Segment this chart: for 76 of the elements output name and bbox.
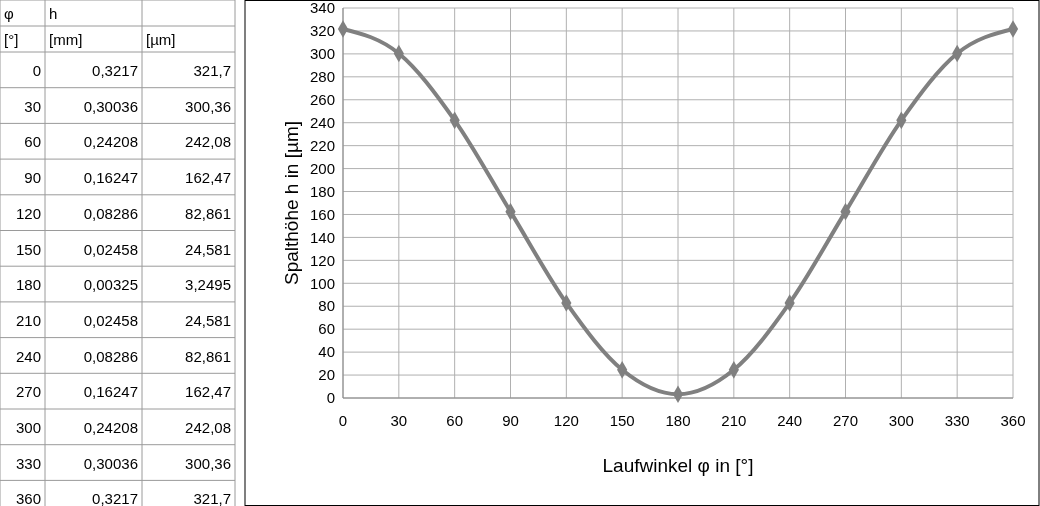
text: 0,24208 (83, 419, 138, 436)
text: 120 (15, 204, 41, 222)
y-tick-label: 20 (318, 366, 335, 384)
x-tick-label: 300 (888, 412, 914, 429)
text: 0,16247 (83, 383, 138, 401)
y-tick-label: 320 (309, 22, 335, 40)
text: 0,02458 (83, 311, 138, 329)
x-tick-label: 270 (832, 412, 859, 429)
x-tick-label: 180 (665, 412, 691, 429)
x-tick-label: 150 (609, 412, 635, 429)
y-tick-label: 300 (309, 45, 335, 63)
text: 242,08 (185, 419, 231, 436)
text: 240 (15, 347, 41, 365)
y-tick-label: 260 (309, 91, 335, 109)
y-tick-label: 0 (326, 389, 335, 407)
text: 90 (24, 169, 41, 187)
y-tick-label: 120 (309, 251, 335, 269)
text: 60 (24, 133, 41, 151)
text: [mm] (49, 31, 83, 48)
x-tick-label: 210 (721, 412, 747, 429)
text: 150 (15, 240, 41, 258)
y-tick-label: 60 (318, 320, 335, 338)
text: 24,581 (185, 311, 231, 329)
y-tick-label: 180 (309, 182, 335, 200)
text: 0,24208 (83, 133, 138, 151)
text: 180 (15, 276, 41, 294)
x-tick-label: 30 (390, 412, 408, 429)
text: 0 (32, 62, 41, 79)
text: 330 (15, 454, 41, 472)
text: φ (4, 5, 14, 22)
text: 24,581 (185, 240, 231, 258)
y-tick-label: 100 (309, 274, 335, 292)
x-tick-label: 360 (1000, 412, 1026, 429)
x-tick-label: 240 (777, 412, 803, 429)
text: 321,7 (193, 490, 231, 506)
text: 0,3217 (92, 490, 138, 506)
x-tick-label: 120 (553, 412, 579, 429)
y-tick-label: 200 (309, 159, 335, 177)
text: 210 (15, 311, 41, 329)
text: 0,16247 (83, 169, 138, 187)
text: 0,3217 (92, 62, 138, 79)
text: 30 (24, 97, 41, 115)
text: [°] (4, 31, 19, 48)
text: 162,47 (185, 169, 231, 187)
y-tick-label: 220 (309, 136, 335, 154)
y-tick-label: 240 (309, 113, 335, 131)
text: 270 (15, 383, 41, 401)
text: 321,7 (193, 62, 231, 79)
x-tick-label: 0 (338, 412, 348, 429)
text: 360 (15, 490, 41, 506)
text: 242,08 (185, 133, 231, 151)
y-tick-label: 340 (309, 0, 335, 17)
x-tick-label: 60 (446, 412, 464, 429)
y-tick-label: 280 (309, 68, 335, 86)
text: 300,36 (185, 454, 231, 472)
y-tick-label: 140 (309, 228, 335, 246)
text: 0,02458 (83, 240, 138, 258)
text: 0,30036 (83, 454, 138, 472)
text: 82,861 (185, 347, 231, 365)
x-tick-label: 330 (944, 412, 970, 429)
text: 300,36 (185, 97, 231, 115)
text: 0,08286 (83, 347, 138, 365)
text: 82,861 (185, 204, 231, 222)
text: 0,00325 (83, 276, 138, 294)
text: 162,47 (185, 383, 231, 401)
text: h (49, 5, 58, 22)
y-axis-title: Spalthöhe h in [µm] (281, 120, 302, 286)
text: 0,30036 (83, 97, 138, 115)
text: 3,2495 (185, 276, 231, 294)
y-tick-label: 80 (318, 297, 335, 315)
x-axis-title: Laufwinkel φ in [°] (602, 455, 754, 476)
text: [µm] (146, 31, 176, 48)
y-tick-label: 160 (309, 205, 335, 223)
text: 0,08286 (83, 204, 138, 222)
y-tick-label: 40 (318, 343, 335, 361)
x-tick-label: 90 (502, 412, 519, 429)
